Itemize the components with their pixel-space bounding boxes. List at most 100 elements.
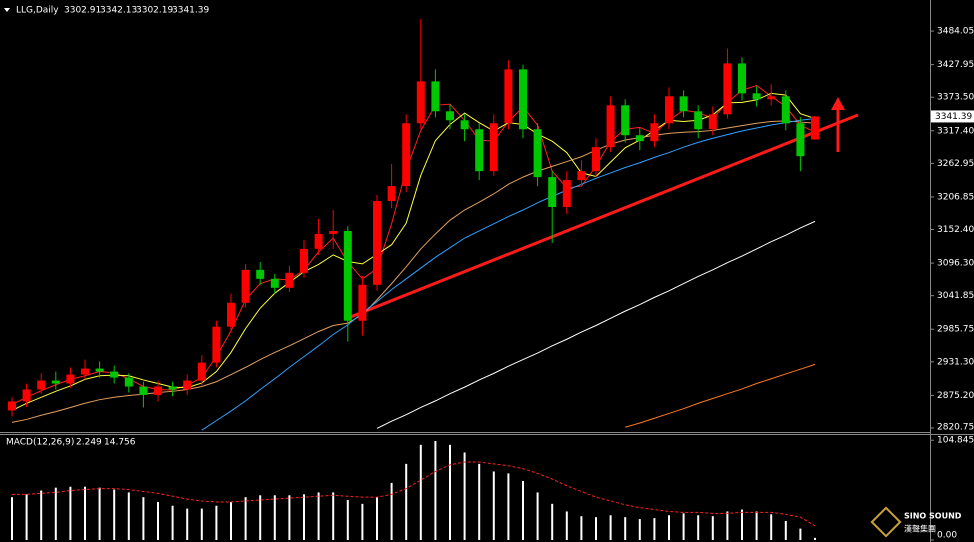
candle-body — [562, 180, 571, 208]
candle-body — [227, 302, 235, 327]
candle-body — [270, 278, 279, 288]
candle-body — [373, 201, 381, 285]
macd-bar — [390, 482, 393, 540]
candle-body — [95, 368, 104, 372]
candle-body — [431, 81, 440, 112]
candle-body — [446, 111, 454, 121]
candle-body — [489, 123, 498, 172]
macd-bar — [244, 497, 247, 540]
candle-body — [504, 69, 513, 124]
macd-bar — [814, 537, 816, 540]
signal-value: 14.756 — [104, 438, 136, 448]
candle-body — [212, 326, 221, 363]
line — [625, 363, 816, 428]
candle-body — [51, 380, 60, 384]
y-tick-label: 3317.40 — [937, 126, 974, 136]
close-value: 3341.39 — [172, 6, 209, 16]
menu-triangle — [4, 8, 10, 12]
watermark-brand: SINO SOUND — [904, 512, 962, 521]
candle-body — [37, 380, 46, 390]
candle-body — [708, 114, 717, 130]
line — [12, 461, 816, 527]
y-tick-label: 3206.85 — [937, 192, 974, 202]
candle-body — [519, 69, 527, 130]
candle-body — [665, 96, 673, 124]
high-value: 3342.13 — [100, 6, 137, 16]
y-tick-label: 2820.75 — [937, 423, 974, 433]
candle-body — [110, 371, 119, 378]
open-value: 3302.91 — [64, 6, 101, 16]
candle-body — [256, 269, 265, 279]
candle-body — [154, 386, 162, 395]
y-tick-label: 2931.30 — [937, 357, 974, 367]
macd-bar — [200, 508, 203, 540]
macd-bar — [653, 518, 656, 540]
candle-body — [738, 63, 746, 94]
macd-bar — [419, 444, 422, 540]
macd-bar — [332, 492, 335, 540]
candle-body — [124, 377, 133, 387]
candle-body — [533, 129, 542, 178]
low-value: 3302.19 — [136, 6, 173, 16]
candle-body — [139, 386, 148, 395]
macd-bar — [230, 501, 232, 540]
candle-body — [343, 230, 352, 321]
macd-bar — [595, 517, 597, 540]
trend-line — [347, 113, 859, 320]
candle-body — [402, 123, 411, 187]
macd-bar — [405, 463, 408, 540]
macd-bar — [303, 494, 305, 540]
line — [376, 220, 816, 429]
candle-body — [650, 123, 659, 142]
candle-body — [183, 380, 192, 390]
macd-bar — [25, 494, 28, 540]
macd-bar — [463, 452, 466, 540]
macd-bar — [668, 515, 670, 540]
y-tick-label: 3041.85 — [937, 291, 974, 301]
macd-bar — [799, 528, 802, 540]
current-price: 3341.39 — [935, 112, 972, 122]
macd-bar — [40, 490, 43, 540]
candle-body — [197, 362, 206, 381]
candle-body — [723, 63, 732, 115]
y-tick-label: 104.845 — [937, 436, 974, 446]
y-tick-label: 3484.05 — [937, 27, 974, 37]
macd-bar — [449, 444, 451, 540]
macd-bar — [84, 486, 86, 540]
macd-bar — [273, 495, 276, 540]
candle-body — [241, 269, 250, 303]
watermark: SINO SOUND 漢聲集團 — [870, 506, 962, 538]
macd-bar — [507, 473, 510, 540]
candle-body — [811, 116, 819, 140]
candle-body — [635, 135, 644, 142]
macd-bar — [624, 517, 627, 540]
macd-bar — [259, 495, 262, 540]
macd-bar — [536, 492, 539, 540]
y-tick-label: 3152.40 — [937, 225, 974, 235]
y-tick-label: 3373.50 — [937, 93, 974, 103]
candle-body — [66, 374, 75, 384]
y-tick-label: 3427.95 — [937, 60, 974, 70]
macd-bar — [565, 511, 568, 540]
candle-body — [796, 123, 805, 157]
candle-body — [314, 233, 323, 249]
macd-bar — [54, 487, 57, 540]
macd-bar — [711, 516, 714, 540]
candle-body — [475, 129, 484, 172]
macd-value: 2.249 — [76, 438, 102, 448]
candle-body — [168, 386, 177, 390]
y-tick-label: 3096.30 — [937, 259, 974, 269]
candle-body — [577, 171, 586, 181]
macd-bar — [317, 492, 320, 540]
candle-body — [679, 96, 688, 112]
candle-body — [8, 401, 16, 411]
candle-body — [767, 96, 776, 100]
macd-bar — [376, 497, 378, 540]
macd-title: MACD(12,26,9) — [6, 438, 74, 448]
candle-body — [285, 272, 294, 288]
macd-bar — [157, 501, 159, 540]
macd-bar — [346, 500, 349, 540]
candle-body — [694, 111, 703, 130]
candle-body — [752, 93, 761, 100]
macd-bar — [522, 481, 524, 540]
